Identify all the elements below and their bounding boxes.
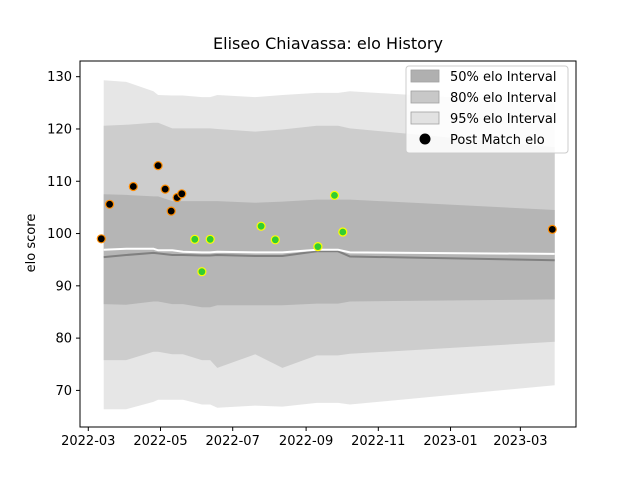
legend: 50% elo Interval 80% elo Interval 95% elo … <box>405 65 569 154</box>
post-match-elo-point <box>177 189 187 199</box>
y-axis-label: elo score <box>24 214 39 273</box>
legend-marker <box>419 133 431 145</box>
x-tick-label: 2023-03 <box>493 434 547 449</box>
post-match-elo-point <box>128 181 138 192</box>
legend-label: Post Match elo <box>450 133 545 148</box>
x-tick-label: 2022-05 <box>133 434 187 449</box>
legend-swatch <box>410 90 440 104</box>
x-tick-label: 2022-09 <box>279 434 333 449</box>
post-match-elo-point <box>96 234 106 244</box>
legend-swatch <box>410 111 440 125</box>
legend-label: 80% elo Interval <box>450 91 557 106</box>
x-tick-label: 2022-11 <box>351 434 405 449</box>
y-tick-label: 70 <box>55 384 72 399</box>
legend-swatch <box>410 69 440 83</box>
y-tick-label: 110 <box>47 175 72 190</box>
legend-label: 50% elo Interval <box>450 70 557 85</box>
y-tick-label: 100 <box>47 227 72 242</box>
upper-elo-line <box>103 247 555 255</box>
post-match-elo-point <box>190 234 200 244</box>
post-match-elo-point <box>153 161 163 171</box>
post-match-elo-point <box>166 206 176 216</box>
chart-title: Eliseo Chiavassa: elo History <box>213 34 443 53</box>
x-tick-label: 2022-03 <box>61 434 115 449</box>
post-match-elo-point <box>547 224 557 234</box>
legend-box <box>405 65 569 154</box>
x-tick-label: 2023-01 <box>423 434 477 449</box>
post-match-elo-point <box>338 227 348 237</box>
mean-elo-line <box>103 250 555 262</box>
y-tick-label: 90 <box>55 279 72 294</box>
post-match-elo-point <box>329 190 340 200</box>
x-tick-label: 2022-07 <box>206 434 260 449</box>
y-tick-label: 130 <box>47 70 72 85</box>
post-match-elo-point <box>256 221 266 231</box>
post-match-elo-point <box>104 199 115 209</box>
post-match-elo-point <box>160 184 170 194</box>
plot-area <box>96 80 557 410</box>
y-tick-label: 80 <box>55 332 72 347</box>
post-match-elo-point <box>270 235 280 245</box>
post-match-elo-point <box>197 267 207 277</box>
post-match-elo-point <box>313 242 323 252</box>
legend-label: 95% elo Interval <box>450 112 557 127</box>
y-tick-label: 120 <box>47 122 72 137</box>
post-match-elo-point <box>205 234 215 244</box>
axes: 2022-03 2022-05 2022-07 2022-09 2022-11 2023-… <box>47 60 577 449</box>
axes-frame <box>79 60 577 428</box>
